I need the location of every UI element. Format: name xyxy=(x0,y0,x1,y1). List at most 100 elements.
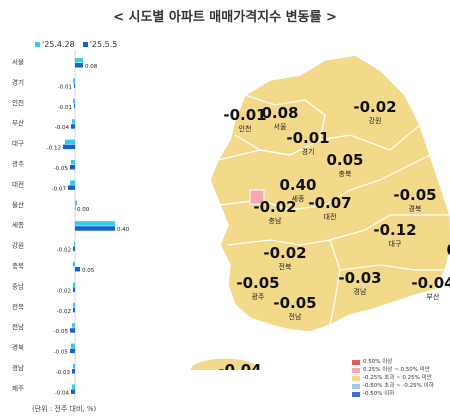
map-region-name: 광주 xyxy=(252,293,265,301)
map-value-label: 0.00 xyxy=(446,241,450,259)
data-label: -0.05 xyxy=(54,329,69,335)
map-jeju xyxy=(189,357,261,370)
bar-curr xyxy=(71,124,75,129)
data-label: -0.04 xyxy=(55,125,70,131)
category-label: 전남 xyxy=(12,322,24,331)
map-value-label: -0.05 xyxy=(393,186,436,204)
data-label: -0.02 xyxy=(57,248,71,254)
bar-prev xyxy=(72,384,75,389)
bar-prev xyxy=(73,302,75,308)
map-value-label: -0.02 xyxy=(353,98,396,116)
map-legend-label: 0.25% 이상 ~ 0.50% 미만 xyxy=(363,367,430,373)
category-label: 인천 xyxy=(12,98,24,107)
map-region-name: 충남 xyxy=(269,216,282,225)
category-label: 강원 xyxy=(12,241,24,250)
bar-curr xyxy=(73,287,75,292)
map-legend-item: -0.50% 이하 xyxy=(352,390,434,398)
bar-prev xyxy=(75,58,83,63)
data-label: -0.02 xyxy=(57,309,71,315)
bar-curr xyxy=(63,144,75,150)
bar-curr xyxy=(74,83,75,88)
map-region-name: 대전 xyxy=(324,212,337,221)
map-southwest-line xyxy=(329,239,341,326)
map-gyeongnam-line xyxy=(339,264,445,271)
map-value-label: -0.05 xyxy=(273,294,316,312)
bar-curr xyxy=(75,267,80,272)
map-value-label: -0.12 xyxy=(373,221,416,239)
bar-prev xyxy=(72,119,75,124)
map-legend-swatch xyxy=(352,367,360,373)
bar-chart: 서울 0.08 경기 -0.01 인천 -0.01 부산 -0.04 대구 -0.12 광주 -0.0… xyxy=(12,50,130,400)
bar-prev xyxy=(71,160,75,165)
data-label: 0.05 xyxy=(82,268,95,274)
bar-legend: '25.4.28 '25.5.5 xyxy=(35,40,117,49)
legend-item-prev: '25.4.28 xyxy=(35,40,75,49)
bar-prev xyxy=(73,78,75,83)
map-legend-swatch xyxy=(352,359,360,365)
bar-prev xyxy=(71,343,75,349)
category-label: 부산 xyxy=(12,118,24,127)
legend-label-curr: '25.5.5 xyxy=(89,40,118,49)
map-value-label: 0.05 xyxy=(326,151,363,169)
bar-curr xyxy=(70,348,75,354)
map-region-name: 충북 xyxy=(339,169,352,178)
map-legend-swatch xyxy=(352,375,360,381)
map-value-label: -0.02 xyxy=(263,244,306,262)
map-legend: 0.50% 이상 0.25% 이상 ~ 0.50% 미만 -0.25% 초과 ~ 0… xyxy=(352,358,434,398)
map-value-label: -0.03 xyxy=(338,269,381,287)
map-region-name: 인천 xyxy=(239,124,252,133)
bar-curr xyxy=(73,246,75,252)
map-region-name: 전북 xyxy=(279,262,292,271)
category-label: 울산 xyxy=(12,200,24,209)
category-label: 충남 xyxy=(12,281,24,290)
map-legend-label: 0.50% 이상 xyxy=(363,359,393,365)
map-value-label: -0.04 xyxy=(218,361,261,370)
data-label: -0.03 xyxy=(56,370,71,376)
bar-curr xyxy=(70,328,75,333)
data-label: -0.12 xyxy=(47,146,61,152)
map-value-label: -0.02 xyxy=(253,198,296,216)
map-region-name: 강원 xyxy=(369,116,382,125)
bar-prev xyxy=(74,241,75,247)
map-chungcheong-line xyxy=(217,124,421,161)
page-title: < 시도별 아파트 매매가격지수 변동률 > xyxy=(113,10,337,25)
bar-prev xyxy=(75,221,115,226)
bar-curr xyxy=(72,369,75,374)
category-label: 경남 xyxy=(12,363,24,372)
bar-prev xyxy=(72,323,75,328)
map-value-label: -0.07 xyxy=(308,194,351,212)
bar-curr xyxy=(73,307,75,313)
map-region-name: 경북 xyxy=(409,204,422,213)
map-legend-swatch xyxy=(352,383,360,389)
map-region-name: 세종 xyxy=(292,194,305,203)
map-legend-swatch xyxy=(352,391,360,397)
map-legend-label: -0.50% 초과 ~ -0.25% 이하 xyxy=(363,383,434,389)
legend-swatch-curr xyxy=(82,42,88,47)
data-label: 0.40 xyxy=(117,227,130,233)
map-legend-item: -0.25% 초과 ~ 0.25% 미만 xyxy=(352,374,434,382)
map-region-name: 경남 xyxy=(354,287,367,296)
category-label: 서울 xyxy=(12,57,24,66)
map-legend-item: 0.50% 이상 xyxy=(352,358,434,366)
bar-curr xyxy=(75,63,83,68)
bar-curr xyxy=(75,226,115,231)
bar-curr xyxy=(70,165,75,170)
map-sejong-highlight xyxy=(249,189,265,205)
category-label: 제주 xyxy=(12,384,24,392)
bar-prev xyxy=(75,200,77,206)
map-region-name: 전남 xyxy=(289,312,302,321)
map-legend-label: -0.50% 이하 xyxy=(363,391,395,397)
map-region-name: 경기 xyxy=(302,147,315,156)
map-value-label: -0.04 xyxy=(411,274,450,292)
bar-prev xyxy=(65,139,75,145)
map-region-name: 대구 xyxy=(389,240,402,248)
category-label: 대전 xyxy=(12,179,24,188)
map-legend-item: 0.25% 이상 ~ 0.50% 미만 xyxy=(352,366,434,374)
bar-prev xyxy=(73,364,75,369)
bar-curr xyxy=(68,185,75,190)
map-value-label: -0.05 xyxy=(236,274,279,292)
data-label: -0.02 xyxy=(57,288,71,294)
category-label: 광주 xyxy=(12,160,24,168)
